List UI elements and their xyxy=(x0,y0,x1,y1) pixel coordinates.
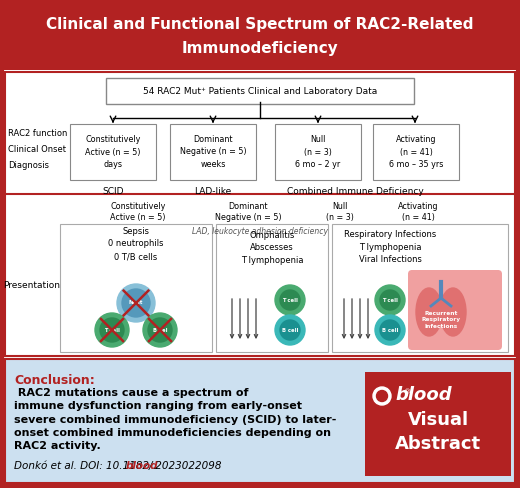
FancyBboxPatch shape xyxy=(5,359,515,483)
Text: Dominant
Negative (n = 5)
weeks: Dominant Negative (n = 5) weeks xyxy=(180,135,246,169)
Text: T cell: T cell xyxy=(104,327,120,332)
Text: SCID: SCID xyxy=(102,187,124,197)
Text: Presentation: Presentation xyxy=(4,281,60,289)
Text: Conclusion:: Conclusion: xyxy=(14,374,95,387)
Circle shape xyxy=(280,290,300,310)
Circle shape xyxy=(373,387,391,405)
Text: LAD, leukocyte adhesion deficiency: LAD, leukocyte adhesion deficiency xyxy=(192,227,328,237)
Text: Constitutively
Active (n = 5): Constitutively Active (n = 5) xyxy=(110,202,166,223)
Text: Visual: Visual xyxy=(408,411,469,429)
Circle shape xyxy=(380,290,400,310)
Circle shape xyxy=(375,285,405,315)
Text: Omphalitis
Abscesses
T lymphopenia: Omphalitis Abscesses T lymphopenia xyxy=(241,231,303,265)
Circle shape xyxy=(380,320,400,340)
Text: Activating
(n = 41): Activating (n = 41) xyxy=(398,202,438,223)
Circle shape xyxy=(122,289,150,317)
Text: Dominant
Negative (n = 5): Dominant Negative (n = 5) xyxy=(215,202,281,223)
FancyBboxPatch shape xyxy=(170,124,256,180)
Circle shape xyxy=(117,284,155,322)
Text: Respiratory Infections
T lymphopenia
Viral Infections: Respiratory Infections T lymphopenia Vir… xyxy=(344,230,436,264)
Circle shape xyxy=(143,313,177,347)
Circle shape xyxy=(100,318,124,342)
FancyBboxPatch shape xyxy=(5,194,515,356)
FancyBboxPatch shape xyxy=(106,78,414,104)
FancyBboxPatch shape xyxy=(373,124,459,180)
Text: Activating
(n = 41)
6 mo – 35 yrs: Activating (n = 41) 6 mo – 35 yrs xyxy=(389,135,443,169)
Text: Constitutively
Active (n = 5)
days: Constitutively Active (n = 5) days xyxy=(85,135,141,169)
Text: B cel: B cel xyxy=(153,327,167,332)
Text: blood: blood xyxy=(126,461,159,471)
Text: .2023022098: .2023022098 xyxy=(152,461,222,471)
Text: RAC2 mutations cause a spectrum of
immune dysfunction ranging from early-onset
s: RAC2 mutations cause a spectrum of immun… xyxy=(14,388,336,451)
Text: Sepsis
0 neutrophils
0 T/B cells: Sepsis 0 neutrophils 0 T/B cells xyxy=(108,227,164,261)
FancyBboxPatch shape xyxy=(70,124,156,180)
Text: Neut: Neut xyxy=(129,301,143,305)
Text: Clinical and Functional Spectrum of RAC2-Related: Clinical and Functional Spectrum of RAC2… xyxy=(46,17,474,32)
FancyBboxPatch shape xyxy=(2,2,518,70)
Circle shape xyxy=(95,313,129,347)
Text: RAC2 function: RAC2 function xyxy=(8,128,68,138)
FancyBboxPatch shape xyxy=(60,224,212,352)
Circle shape xyxy=(375,315,405,345)
Text: Abstract: Abstract xyxy=(395,435,481,453)
Text: blood: blood xyxy=(395,386,452,404)
Text: Null
(n = 3): Null (n = 3) xyxy=(326,202,354,223)
Circle shape xyxy=(148,318,172,342)
Text: Combined Immune Deficiency: Combined Immune Deficiency xyxy=(287,187,423,197)
Text: ®: ® xyxy=(404,389,411,395)
FancyBboxPatch shape xyxy=(408,270,502,350)
Circle shape xyxy=(275,285,305,315)
Text: B cell: B cell xyxy=(282,327,298,332)
Ellipse shape xyxy=(416,288,442,336)
FancyBboxPatch shape xyxy=(365,372,511,476)
Text: T cell: T cell xyxy=(382,298,398,303)
Circle shape xyxy=(280,320,300,340)
FancyBboxPatch shape xyxy=(5,72,515,240)
Text: B cell: B cell xyxy=(382,327,398,332)
FancyBboxPatch shape xyxy=(275,124,361,180)
Text: Null
(n = 3)
6 mo – 2 yr: Null (n = 3) 6 mo – 2 yr xyxy=(295,135,341,169)
Text: 54 RAC2 Mut⁺ Patients Clinical and Laboratory Data: 54 RAC2 Mut⁺ Patients Clinical and Labor… xyxy=(143,86,377,96)
Circle shape xyxy=(376,390,387,402)
FancyBboxPatch shape xyxy=(216,224,328,352)
FancyBboxPatch shape xyxy=(332,224,508,352)
Text: Recurrent
Respiratory
Infections: Recurrent Respiratory Infections xyxy=(421,311,461,329)
Text: LAD-like: LAD-like xyxy=(194,187,231,197)
Text: Clinical Onset: Clinical Onset xyxy=(8,145,66,155)
Text: Diagnosis: Diagnosis xyxy=(8,162,49,170)
Text: Immunodeficiency: Immunodeficiency xyxy=(181,41,339,56)
Text: T cell: T cell xyxy=(282,298,298,303)
Text: Donkó et al. DOI: 10.1182/: Donkó et al. DOI: 10.1182/ xyxy=(14,461,152,471)
Circle shape xyxy=(275,315,305,345)
Ellipse shape xyxy=(440,288,466,336)
